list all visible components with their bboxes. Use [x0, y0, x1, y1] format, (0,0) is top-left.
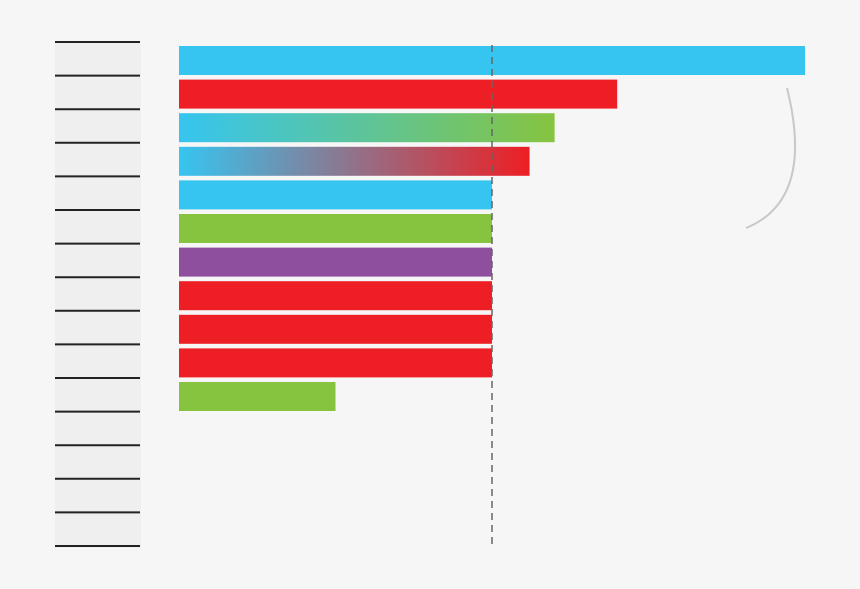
bar	[179, 314, 492, 344]
label-column	[55, 42, 141, 548]
bar	[179, 247, 492, 277]
decorative-curve	[745, 87, 797, 229]
bar	[179, 214, 492, 243]
bar	[179, 281, 492, 311]
bar	[179, 146, 530, 176]
bar	[179, 382, 336, 411]
bar	[179, 348, 492, 378]
bar	[179, 113, 555, 143]
bar	[179, 180, 492, 210]
bar	[179, 79, 618, 109]
